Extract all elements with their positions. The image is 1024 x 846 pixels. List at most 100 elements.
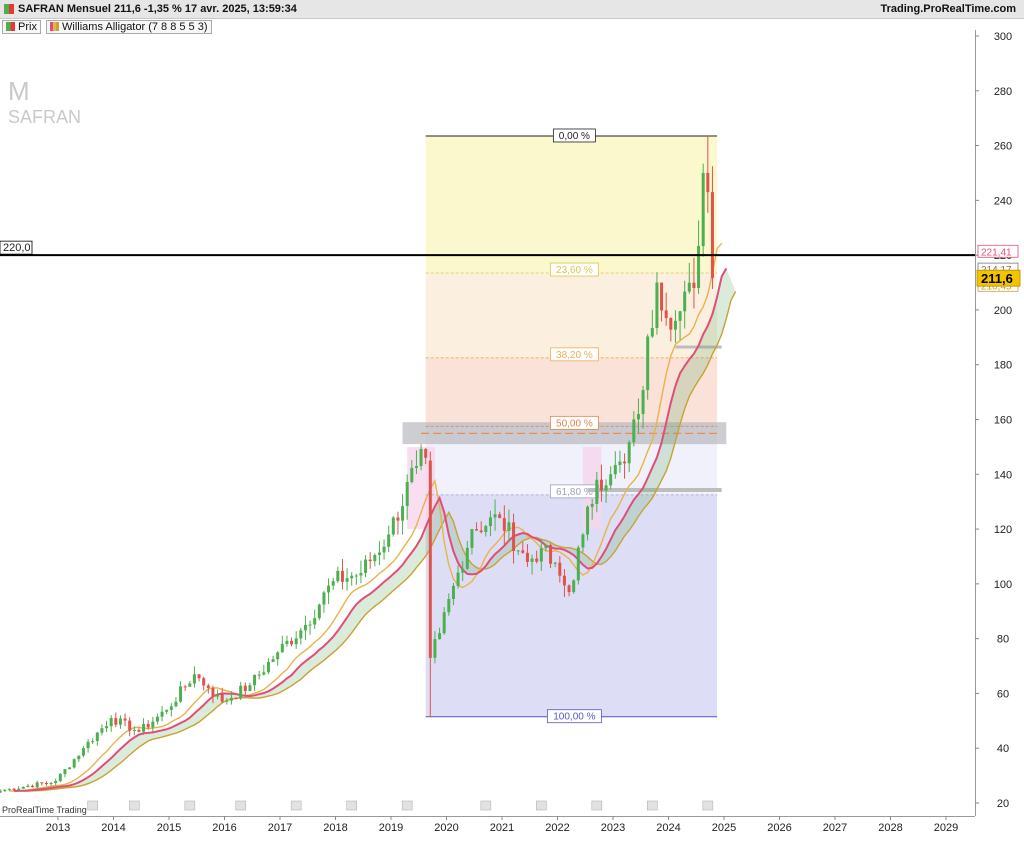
candle-body: [188, 683, 192, 687]
candle-body: [562, 575, 566, 586]
price-candle: [142, 718, 146, 735]
price-candle: [438, 627, 442, 640]
legend-item-prix[interactable]: Prix: [2, 20, 41, 34]
plot-area[interactable]: [0, 30, 976, 816]
price-candle: [35, 780, 39, 789]
price-candle: [350, 572, 354, 586]
candle-body: [692, 282, 696, 289]
price-candle: [86, 738, 90, 753]
candle-body: [128, 720, 132, 731]
price-candle: [202, 676, 206, 691]
candle-body: [544, 545, 548, 549]
price-candle: [40, 782, 44, 786]
watermark-name: SAFRAN: [8, 107, 82, 127]
candle-body: [521, 550, 525, 553]
candle-body: [243, 685, 247, 692]
candle-body: [549, 545, 553, 564]
candle-body: [493, 514, 497, 518]
brand-link[interactable]: Trading.ProRealTime.com: [880, 3, 1016, 15]
event-marker-icon: [401, 800, 413, 811]
candle-body: [21, 786, 25, 789]
price-candle: [549, 543, 553, 569]
price-candle: [313, 609, 317, 629]
price-candle: [706, 135, 710, 213]
price-candle: [539, 538, 543, 572]
candle-body: [100, 728, 104, 733]
fib-zone: [425, 135, 718, 274]
candle-body: [109, 718, 113, 727]
price-candle: [484, 524, 488, 537]
price-candle: [512, 513, 516, 564]
price-candle: [91, 738, 95, 745]
candle-body: [424, 448, 428, 458]
candle-body: [257, 674, 261, 676]
candle-body: [498, 514, 502, 519]
candle-body: [35, 782, 39, 788]
candle-body: [655, 282, 659, 328]
price-candle: [428, 451, 432, 717]
price-candle: [151, 716, 155, 732]
candle-body: [609, 474, 613, 486]
price-candle: [68, 767, 72, 770]
candle-body: [49, 783, 53, 785]
price-candle: [253, 674, 257, 691]
y-tick-label: 40: [997, 743, 1009, 755]
candle-body: [262, 672, 266, 675]
price-candle: [7, 788, 11, 792]
price-candle: [410, 460, 414, 484]
candle-body: [373, 555, 377, 562]
price-candle: [225, 698, 229, 705]
price-candle: [470, 529, 474, 555]
price-candle: [558, 556, 562, 583]
candle-body: [350, 575, 354, 579]
price-candle: [576, 545, 580, 585]
candle-body: [567, 585, 571, 593]
candle-body: [687, 282, 691, 292]
candle-body: [396, 517, 400, 521]
candle-body: [165, 709, 169, 712]
candle-body: [581, 534, 585, 548]
price-candle: [317, 603, 321, 621]
event-marker-icon: [346, 800, 357, 811]
candle-body: [81, 748, 85, 756]
x-tick-label: 2018: [323, 822, 347, 834]
candle-body: [377, 552, 381, 556]
candle-body: [7, 788, 11, 790]
candle-body: [401, 506, 405, 521]
candle-body: [299, 630, 303, 639]
candle-body: [239, 685, 243, 699]
price-candle: [12, 788, 16, 792]
price-candle: [498, 511, 502, 519]
legend-item-alligator[interactable]: Williams Alligator (7 8 8 5 5 3): [46, 20, 212, 34]
y-tick-label: 160: [994, 415, 1012, 427]
alligator-jaw-line: [23, 291, 737, 792]
level-label: 220,0: [3, 242, 31, 254]
price-candle: [303, 615, 307, 641]
price-candle: [683, 280, 687, 329]
price-candle: [105, 720, 109, 733]
candle-body: [618, 461, 622, 466]
candle-body: [26, 785, 30, 787]
candle-body: [646, 336, 650, 391]
price-candle: [280, 635, 284, 653]
price-candle: [636, 398, 640, 434]
candle-body: [132, 729, 136, 731]
candle-body: [512, 522, 516, 551]
price-candle: [340, 559, 344, 590]
candle-body: [197, 674, 201, 679]
candle-body: [701, 172, 705, 247]
price-candle: [95, 731, 99, 746]
price-candle: [197, 673, 201, 682]
candle-body: [553, 562, 557, 564]
candle-body: [433, 639, 437, 658]
price-candle: [220, 687, 224, 703]
price-candle: [137, 727, 141, 733]
price-candle: [72, 758, 76, 769]
price-candle: [31, 784, 35, 788]
event-marker-icon: [536, 800, 547, 811]
price-candle: [174, 697, 178, 708]
candle-body: [155, 716, 159, 722]
candle-body: [465, 547, 469, 569]
event-marker-icon: [235, 800, 246, 811]
